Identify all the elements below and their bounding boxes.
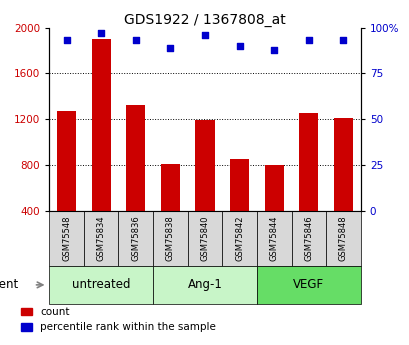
Bar	[118, 211, 153, 266]
Bar	[222, 211, 256, 266]
Bar	[153, 266, 256, 304]
Bar	[264, 165, 283, 211]
Text: GSM75840: GSM75840	[200, 216, 209, 261]
Bar	[256, 211, 291, 266]
Text: Ang-1: Ang-1	[187, 278, 222, 292]
Bar	[160, 164, 180, 211]
Bar	[291, 211, 326, 266]
Bar	[187, 211, 222, 266]
Text: GSM75848: GSM75848	[338, 216, 347, 261]
Text: GSM75836: GSM75836	[131, 216, 140, 261]
Point	[201, 32, 208, 38]
Bar	[256, 266, 360, 304]
Bar	[57, 111, 76, 211]
Bar	[91, 39, 110, 211]
Text: VEGF: VEGF	[292, 278, 324, 292]
Text: untreated: untreated	[72, 278, 130, 292]
Point	[339, 38, 346, 43]
Text: GSM75842: GSM75842	[234, 216, 243, 261]
Point	[270, 47, 277, 52]
Point	[98, 30, 104, 36]
Bar	[299, 114, 318, 211]
Bar	[195, 120, 214, 211]
Text: GSM75838: GSM75838	[166, 216, 175, 261]
Bar	[126, 105, 145, 211]
Text: agent: agent	[0, 278, 18, 292]
Text: GSM75844: GSM75844	[269, 216, 278, 261]
Text: GSM75548: GSM75548	[62, 216, 71, 261]
Point	[305, 38, 311, 43]
Bar	[49, 211, 83, 266]
Point	[132, 38, 139, 43]
Legend: count, percentile rank within the sample: count, percentile rank within the sample	[17, 303, 220, 336]
Bar	[83, 211, 118, 266]
Text: GSM75834: GSM75834	[97, 216, 106, 261]
Bar	[49, 266, 153, 304]
Bar	[153, 211, 187, 266]
Point	[167, 45, 173, 50]
Text: GSM75846: GSM75846	[303, 216, 312, 261]
Point	[236, 43, 242, 49]
Bar	[326, 211, 360, 266]
Bar	[229, 159, 249, 211]
Point	[63, 38, 70, 43]
Title: GDS1922 / 1367808_at: GDS1922 / 1367808_at	[124, 12, 285, 27]
Bar	[333, 118, 352, 211]
